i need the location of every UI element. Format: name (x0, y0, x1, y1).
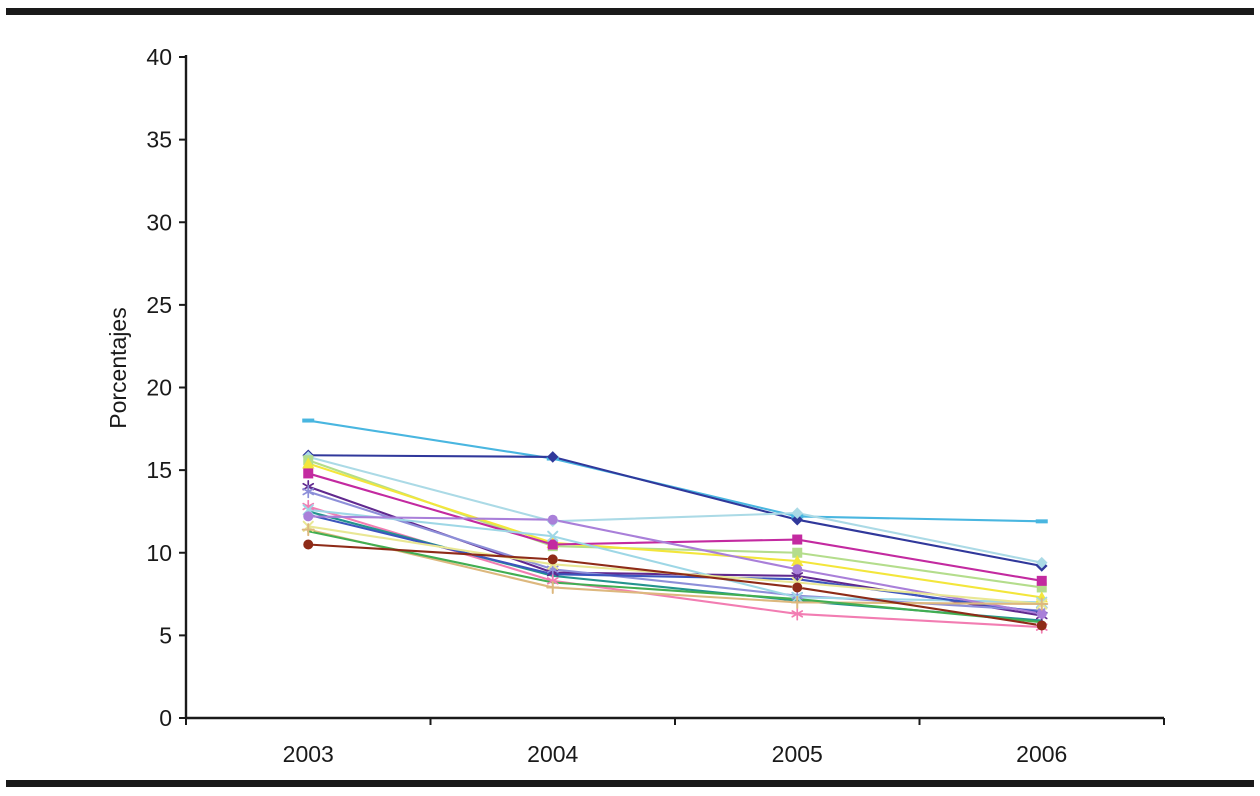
serie-light-green-line (307, 459, 1043, 589)
y-tick-label: 25 (146, 292, 172, 318)
serie-violet-marker (547, 514, 558, 525)
serie-violet-marker (792, 564, 803, 575)
serie-dark-red-marker (1036, 620, 1047, 631)
serie-violet-marker (1036, 608, 1047, 619)
x-tick-label: 2004 (527, 741, 578, 767)
serie-magenta-marker (547, 539, 558, 550)
y-tick-label: 20 (146, 375, 172, 401)
serie-tan-marker (546, 580, 560, 594)
serie-magenta-line (307, 472, 1043, 582)
y-tick-label: 5 (159, 622, 172, 648)
y-tick-label: 15 (146, 457, 172, 483)
serie-magenta-marker (303, 468, 314, 479)
y-tick-label: 10 (146, 540, 172, 566)
serie-yellow-marker (791, 555, 804, 567)
serie-periwinkle-marker (302, 484, 315, 499)
serie-light-green-marker (792, 547, 803, 558)
serie-navy-marker (791, 513, 804, 526)
serie-pink-marker (791, 607, 804, 621)
serie-violet-marker (303, 511, 314, 522)
serie-dark-red-marker (792, 582, 803, 593)
x-tick-label: 2003 (283, 741, 334, 767)
y-tick-label: 40 (146, 44, 172, 70)
serie-yellow-marker (302, 457, 315, 469)
serie-pale-yellow-line (307, 525, 1043, 606)
serie-sky-blue-marker (1035, 519, 1048, 524)
serie-navy-marker (546, 451, 559, 463)
serie-green-line (307, 530, 1043, 624)
y-tick-label: 35 (146, 127, 172, 153)
x-tick-label: 2005 (772, 741, 823, 767)
serie-sky-blue-marker (302, 418, 315, 423)
y-tick-label: 0 (159, 705, 172, 731)
serie-magenta-marker (1036, 575, 1047, 586)
serie-light-green-marker (1036, 582, 1047, 593)
x-tick-label: 2006 (1016, 741, 1067, 767)
serie-magenta-marker (792, 534, 803, 545)
serie-tan-line (307, 528, 1043, 606)
serie-light-cyan-marker (547, 530, 559, 542)
top-border-rule (6, 8, 1254, 15)
serie-tan-marker (1035, 597, 1049, 611)
serie-navy-line (307, 454, 1043, 568)
serie-pale-turquoise-marker (1035, 556, 1048, 569)
serie-tan-marker (301, 523, 315, 537)
serie-tan-marker (790, 595, 804, 609)
serie-pale-turquoise-line (307, 455, 1043, 564)
serie-dark-red-marker (303, 539, 314, 550)
serie-light-cyan-line (307, 508, 1043, 604)
serie-violet-line (307, 515, 1043, 615)
serie-dark-red-marker (547, 554, 558, 565)
serie-yellow-line (307, 462, 1043, 599)
serie-dark-red-line (307, 543, 1043, 627)
bottom-border-rule (6, 780, 1254, 787)
serie-pale-turquoise-marker (791, 507, 804, 519)
y-tick-label: 30 (146, 209, 172, 235)
